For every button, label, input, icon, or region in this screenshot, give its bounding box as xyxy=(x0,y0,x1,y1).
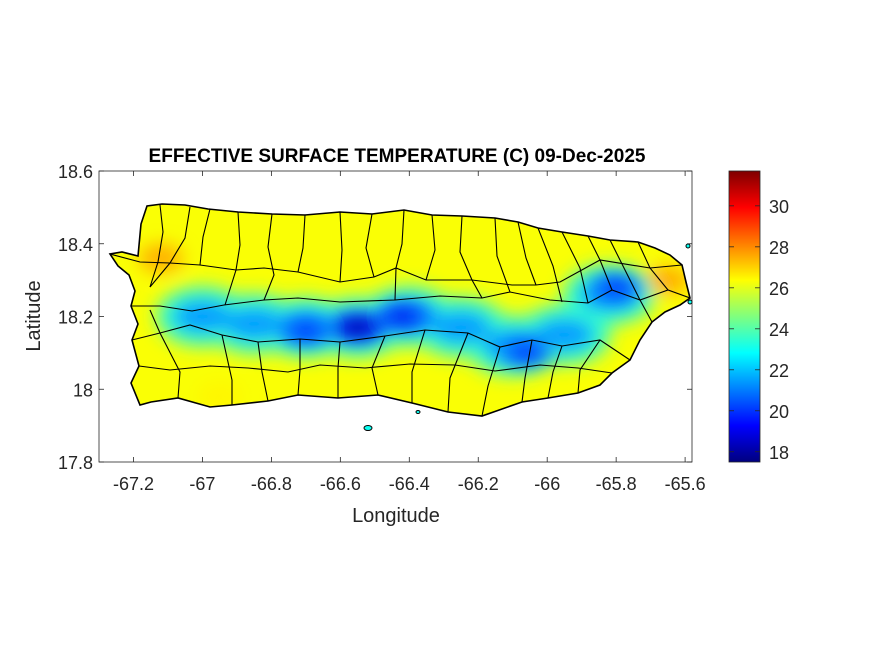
temperature-surface xyxy=(110,204,690,416)
colorbar-tick-label: 28 xyxy=(769,238,789,258)
island-coastline xyxy=(108,203,691,417)
x-tick-label: -66.4 xyxy=(389,474,430,494)
municipality-boundary xyxy=(577,339,601,394)
colorbar-tick-label: 20 xyxy=(769,402,789,422)
municipality-boundary xyxy=(394,209,405,301)
warm-spot xyxy=(139,244,184,273)
municipality-boundary xyxy=(494,217,511,293)
y-axis: 17.8 18 18.2 18.4 18.6 xyxy=(58,162,692,473)
islet xyxy=(363,425,373,431)
municipality-boundary xyxy=(224,211,241,306)
y-tick-label: 18.2 xyxy=(58,308,93,328)
municipality-boundary xyxy=(537,227,563,303)
x-tick-label: -67 xyxy=(189,474,215,494)
cold-core xyxy=(293,324,318,339)
municipality-boundary xyxy=(149,204,164,288)
municipality-boundary xyxy=(447,332,469,413)
municipality-boundary xyxy=(371,335,386,396)
cold-core xyxy=(514,345,539,360)
municipality-boundary xyxy=(339,211,343,283)
municipality-boundary xyxy=(257,341,269,402)
municipality-boundary xyxy=(459,215,483,299)
x-axis: -67.2 -67 -66.8 -66.6 -66.4 -66.2 -66 -65.8 -65.… xyxy=(113,171,706,494)
municipality-boundary xyxy=(149,309,181,399)
warm-spot xyxy=(197,382,242,411)
upland-zone xyxy=(172,299,233,334)
x-tick-label: -66.2 xyxy=(458,474,499,494)
colorbar-gradient xyxy=(728,170,761,463)
municipality-boundary xyxy=(481,346,501,416)
warm-spot xyxy=(645,266,690,295)
colorbar-tick-label: 18 xyxy=(769,443,789,463)
x-tick-label: -66.6 xyxy=(320,474,361,494)
x-tick-label: -66 xyxy=(534,474,560,494)
municipality-boundary xyxy=(547,345,563,399)
colorbar-tick-label: 24 xyxy=(769,320,789,340)
colorbar-tick-label: 26 xyxy=(769,279,789,299)
municipality-boundary xyxy=(521,339,533,403)
municipality-boundary xyxy=(425,214,436,281)
y-tick-label: 18 xyxy=(73,380,93,400)
x-tick-label: -65.8 xyxy=(596,474,637,494)
cold-core-field xyxy=(281,275,641,365)
map-axes: -67.2 -67 -66.8 -66.6 -66.4 -66.2 -66 -65.8 -65.… xyxy=(58,162,706,494)
islet xyxy=(687,299,693,305)
x-tick-label: -67.2 xyxy=(113,474,154,494)
municipality-boundary xyxy=(110,253,683,286)
colorbar-ticks: 18 20 22 24 26 28 30 xyxy=(729,197,789,463)
y-tick-label: 17.8 xyxy=(58,453,93,473)
colorbar-tick-label: 30 xyxy=(769,197,789,217)
cold-core xyxy=(345,320,370,335)
municipality-boundary xyxy=(561,231,589,304)
municipality-boundary xyxy=(365,213,375,278)
municipality-boundaries xyxy=(110,204,690,416)
municipality-boundary xyxy=(263,213,275,301)
y-axis-label: Latitude xyxy=(23,280,45,351)
y-tick-label: 18.6 xyxy=(58,162,93,182)
municipality-boundary xyxy=(138,363,613,374)
municipality-boundary xyxy=(609,239,653,323)
chart-title: EFFECTIVE SURFACE TEMPERATURE (C) 09-Dec… xyxy=(149,146,646,167)
x-tick-label: -65.6 xyxy=(665,474,706,494)
upland-zone xyxy=(224,306,285,341)
colorbar-tick-label: 22 xyxy=(769,361,789,381)
y-tick-label: 18.4 xyxy=(58,235,93,255)
municipality-boundary xyxy=(297,214,306,273)
municipality-boundary xyxy=(199,208,211,266)
municipality-boundary xyxy=(221,334,233,405)
municipality-boundary xyxy=(131,289,690,312)
colorbar: 18 20 22 24 26 28 30 xyxy=(728,170,789,463)
municipality-boundary xyxy=(297,339,301,396)
cold-core xyxy=(390,309,415,324)
municipality-boundary xyxy=(337,341,341,398)
municipality-boundary xyxy=(411,329,426,403)
municipality-boundary xyxy=(517,221,537,286)
islet xyxy=(415,410,421,414)
municipality-boundary xyxy=(149,206,191,288)
islet xyxy=(685,243,691,249)
x-tick-label: -66.8 xyxy=(251,474,292,494)
x-axis-label: Longitude xyxy=(352,505,440,527)
